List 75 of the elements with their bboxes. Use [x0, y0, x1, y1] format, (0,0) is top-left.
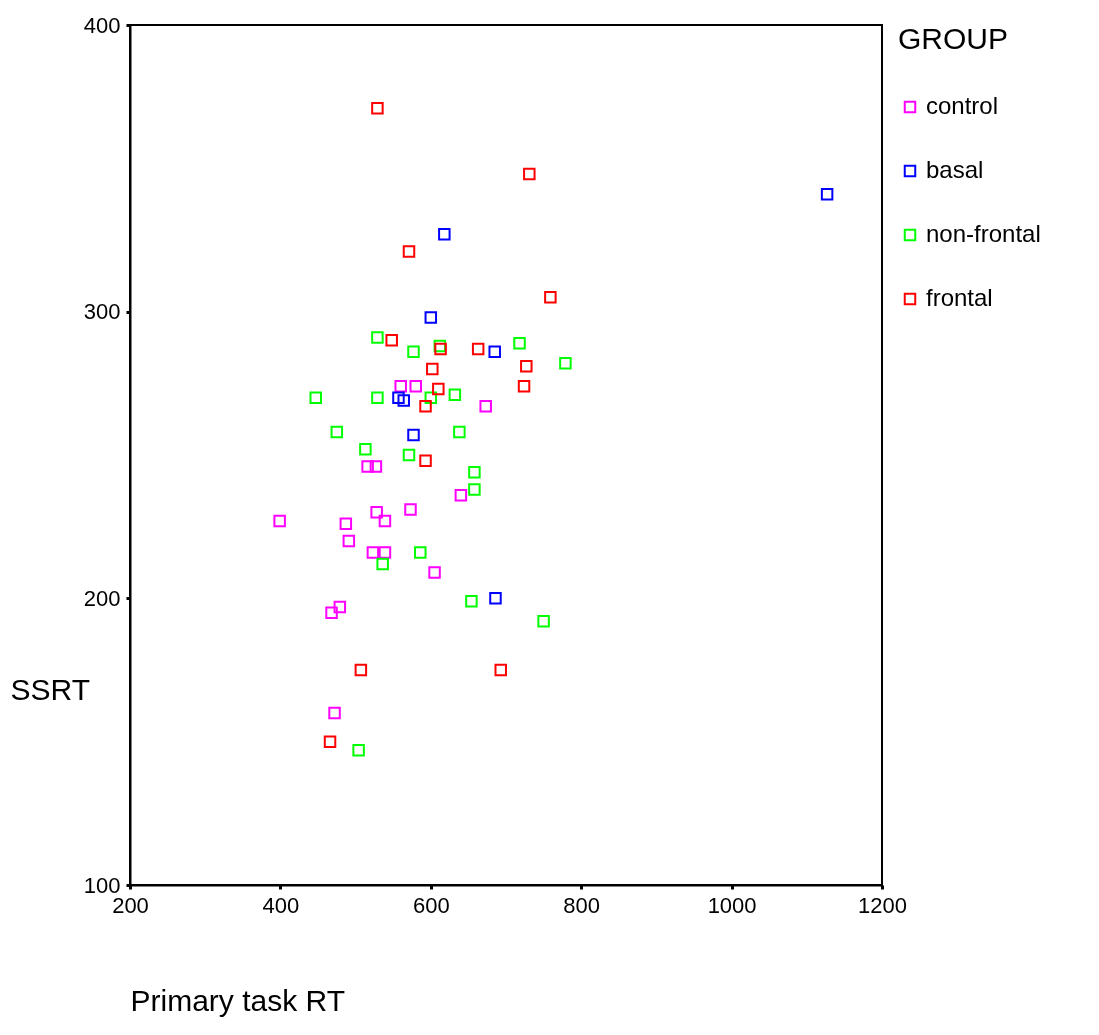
point: [371, 331, 384, 344]
point: [333, 600, 347, 614]
point: [361, 460, 374, 473]
point: [354, 663, 368, 677]
point: [409, 379, 422, 393]
point: [376, 557, 389, 571]
point: [432, 382, 445, 396]
point: [378, 546, 392, 559]
legend-label: basal: [926, 156, 984, 183]
point: [489, 592, 502, 605]
point: [438, 228, 451, 241]
point: [392, 391, 405, 404]
point: [523, 167, 536, 181]
point: [359, 443, 372, 456]
point: [402, 448, 416, 462]
point: [488, 345, 501, 359]
point: [328, 706, 341, 720]
point: [394, 379, 407, 393]
point: [352, 744, 365, 757]
legend-label: non-frontal: [926, 220, 1041, 247]
point: [471, 342, 485, 356]
point: [537, 615, 550, 628]
point: [424, 391, 438, 404]
x-tick-label: 800: [563, 892, 601, 918]
point: [513, 336, 526, 350]
y-tick-label: 300: [83, 299, 121, 325]
point: [468, 483, 481, 496]
point: [520, 359, 533, 373]
point: [371, 391, 384, 404]
point: [323, 735, 337, 748]
point: [407, 345, 420, 359]
point: [339, 517, 353, 531]
point: [494, 663, 507, 677]
x-tick-label: 1000: [707, 892, 757, 918]
point: [369, 460, 383, 473]
point: [414, 546, 427, 559]
point: [366, 546, 380, 559]
point: [419, 400, 432, 413]
point: [426, 362, 439, 376]
point: [428, 566, 441, 579]
point: [419, 454, 432, 467]
point: [370, 506, 383, 519]
x-tick-label: 600: [412, 892, 450, 918]
point: [479, 400, 492, 413]
point: [273, 514, 286, 528]
point: [454, 488, 468, 502]
y-tick-label: 400: [83, 12, 121, 38]
point: [407, 428, 420, 442]
point: [385, 334, 398, 347]
point: [468, 465, 481, 479]
point: [325, 606, 338, 619]
y-axis-title: SSRT: [10, 672, 90, 706]
point: [378, 514, 392, 528]
point: [404, 503, 417, 516]
point: [330, 425, 344, 439]
point: [559, 357, 572, 370]
point: [371, 101, 384, 115]
point: [453, 425, 466, 439]
legend-label: frontal: [926, 284, 993, 311]
legend-label: control: [926, 92, 999, 119]
point: [402, 245, 416, 258]
y-tick-label: 200: [83, 585, 121, 611]
point: [544, 291, 557, 304]
x-axis-title: Primary task RT: [130, 983, 345, 1017]
point: [309, 391, 322, 404]
x-tick-label: 1200: [858, 892, 907, 918]
point: [465, 594, 478, 608]
point: [424, 311, 438, 324]
point: [397, 394, 410, 407]
x-tick-label: 400: [262, 892, 300, 918]
legend-title: GROUP: [898, 22, 1009, 55]
point: [448, 388, 462, 402]
point: [820, 187, 834, 201]
point: [517, 379, 531, 393]
point: [342, 534, 356, 548]
